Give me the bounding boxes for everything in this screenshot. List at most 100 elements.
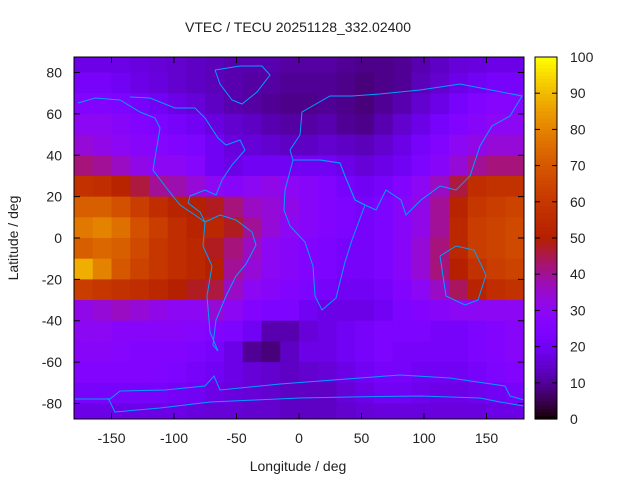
heatmap-cell	[392, 341, 412, 363]
x-tick-label: 100	[412, 430, 436, 446]
colorbar-segment	[535, 386, 557, 391]
heatmap-cell	[411, 300, 431, 322]
heatmap-cell	[130, 175, 150, 198]
heatmap-cell	[299, 155, 319, 177]
heatmap-cell	[392, 382, 412, 404]
colorbar-segment	[535, 415, 557, 420]
heatmap-cell	[261, 175, 281, 198]
colorbar-tick-label: 30	[570, 302, 586, 318]
heatmap-cell	[430, 155, 450, 177]
heatmap-cell	[449, 93, 469, 115]
colorbar-segment	[535, 67, 557, 73]
colorbar-segment	[535, 172, 557, 178]
heatmap-cell	[430, 93, 450, 115]
heatmap-cell	[374, 155, 394, 177]
y-tick-label: 20	[46, 189, 62, 205]
heatmap-cell	[167, 341, 187, 363]
heatmap-cell	[299, 258, 319, 280]
heatmap-cell	[392, 279, 412, 301]
colorbar-segment	[535, 82, 557, 87]
heatmap-cell	[467, 362, 487, 384]
colorbar-segment	[535, 353, 557, 359]
heatmap-cell	[411, 279, 431, 301]
colorbar-segment	[535, 252, 557, 257]
heatmap-cell	[355, 403, 375, 420]
colorbar-segment	[535, 382, 557, 388]
heatmap-cell	[280, 217, 300, 239]
colorbar-segment	[535, 194, 557, 199]
heatmap-cell	[411, 134, 431, 156]
colorbar-segment	[535, 393, 557, 398]
colorbar-segment	[535, 332, 557, 337]
heatmap-cell	[261, 134, 281, 156]
colorbar-segment	[535, 306, 557, 311]
heatmap-cell	[336, 341, 356, 363]
colorbar-segment	[535, 375, 557, 380]
heatmap-cell	[467, 238, 487, 260]
heatmap-cell	[261, 155, 281, 177]
heatmap-cell	[224, 320, 244, 342]
heatmap-cell	[449, 341, 469, 363]
heatmap-cell	[411, 362, 431, 384]
heatmap-cell	[205, 155, 225, 177]
heatmap-cell	[280, 134, 300, 156]
colorbar-segment	[535, 256, 557, 261]
colorbar-segment	[535, 408, 557, 413]
heatmap-cell	[299, 300, 319, 322]
colorbar-segment	[535, 176, 557, 181]
heatmap-cell	[74, 382, 94, 404]
x-tick-label: -100	[160, 430, 188, 446]
heatmap-cell	[242, 175, 262, 198]
heatmap-cell	[130, 134, 150, 156]
colorbar-segment	[535, 212, 557, 217]
heatmap-cell	[486, 341, 506, 363]
heatmap-cell	[317, 238, 337, 260]
heatmap-cell	[411, 93, 431, 115]
heatmap-cell	[299, 320, 319, 342]
heatmap-cell	[186, 341, 206, 363]
heatmap-cell	[336, 113, 356, 136]
heatmap-cell	[392, 403, 412, 420]
heatmap-cell	[261, 113, 281, 136]
heatmap-cell	[224, 300, 244, 322]
heatmap-cell	[130, 93, 150, 115]
heatmap-cell	[92, 238, 112, 260]
heatmap-cell	[411, 196, 431, 218]
colorbar-segment	[535, 245, 557, 250]
heatmap-cell	[261, 341, 281, 363]
heatmap-cell	[392, 238, 412, 260]
heatmap-cell	[467, 72, 487, 94]
colorbar-segment	[535, 129, 557, 134]
heatmap-cell	[486, 279, 506, 301]
heatmap-cell	[130, 196, 150, 218]
colorbar-segment	[535, 411, 557, 416]
heatmap-cell	[149, 155, 169, 177]
heatmap-cell	[467, 320, 487, 342]
heatmap-cell	[467, 341, 487, 363]
heatmap-cell	[167, 217, 187, 239]
heatmap-cell	[467, 217, 487, 239]
coastline-australia	[439, 245, 487, 306]
heatmap-cell	[374, 403, 394, 420]
x-axis: -150 -100 -50 0 50 100 150	[97, 57, 498, 446]
heatmap-cell	[505, 217, 525, 239]
heatmap-cell	[486, 258, 506, 280]
colorbar-tick-label: 60	[570, 194, 586, 210]
heatmap-cell	[74, 403, 94, 420]
colorbar-segment	[535, 234, 557, 239]
heatmap-cell	[74, 113, 94, 136]
heatmap-cell	[299, 382, 319, 404]
colorbar-segment	[535, 78, 557, 83]
heatmap-cell	[336, 93, 356, 115]
heatmap-cell	[130, 72, 150, 94]
heatmap-cell	[149, 403, 169, 420]
colorbar-tick-label: 50	[570, 230, 586, 246]
heatmap-cell	[411, 217, 431, 239]
heatmap-cell	[149, 300, 169, 322]
heatmap-cell	[317, 72, 337, 94]
heatmap-cell	[280, 279, 300, 301]
heatmap-cell	[111, 113, 131, 136]
heatmap-cell	[374, 113, 394, 136]
heatmap-cell	[486, 300, 506, 322]
x-tick-label: -150	[97, 430, 125, 446]
